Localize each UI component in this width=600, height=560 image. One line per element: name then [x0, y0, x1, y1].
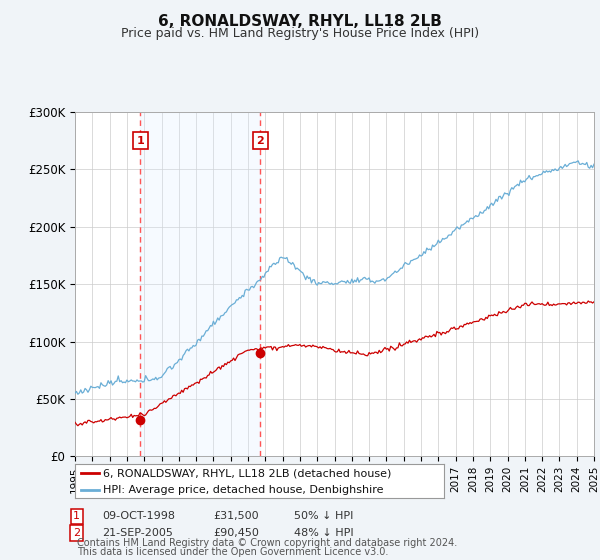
Text: HPI: Average price, detached house, Denbighshire: HPI: Average price, detached house, Denb…: [103, 485, 383, 494]
Text: Contains HM Land Registry data © Crown copyright and database right 2024.: Contains HM Land Registry data © Crown c…: [77, 538, 457, 548]
Text: 1: 1: [73, 511, 80, 521]
Text: Price paid vs. HM Land Registry's House Price Index (HPI): Price paid vs. HM Land Registry's House …: [121, 27, 479, 40]
Text: £31,500: £31,500: [213, 511, 259, 521]
Text: 6, RONALDSWAY, RHYL, LL18 2LB: 6, RONALDSWAY, RHYL, LL18 2LB: [158, 14, 442, 29]
Text: 50% ↓ HPI: 50% ↓ HPI: [294, 511, 353, 521]
Text: 09-OCT-1998: 09-OCT-1998: [102, 511, 175, 521]
Text: £90,450: £90,450: [213, 528, 259, 538]
Text: 6, RONALDSWAY, RHYL, LL18 2LB (detached house): 6, RONALDSWAY, RHYL, LL18 2LB (detached …: [103, 468, 391, 478]
Text: 48% ↓ HPI: 48% ↓ HPI: [294, 528, 353, 538]
Text: This data is licensed under the Open Government Licence v3.0.: This data is licensed under the Open Gov…: [77, 547, 388, 557]
Text: 1: 1: [137, 136, 144, 146]
Text: 2: 2: [257, 136, 265, 146]
Text: 21-SEP-2005: 21-SEP-2005: [102, 528, 173, 538]
Bar: [140, 112, 260, 456]
Text: 2: 2: [73, 528, 80, 538]
